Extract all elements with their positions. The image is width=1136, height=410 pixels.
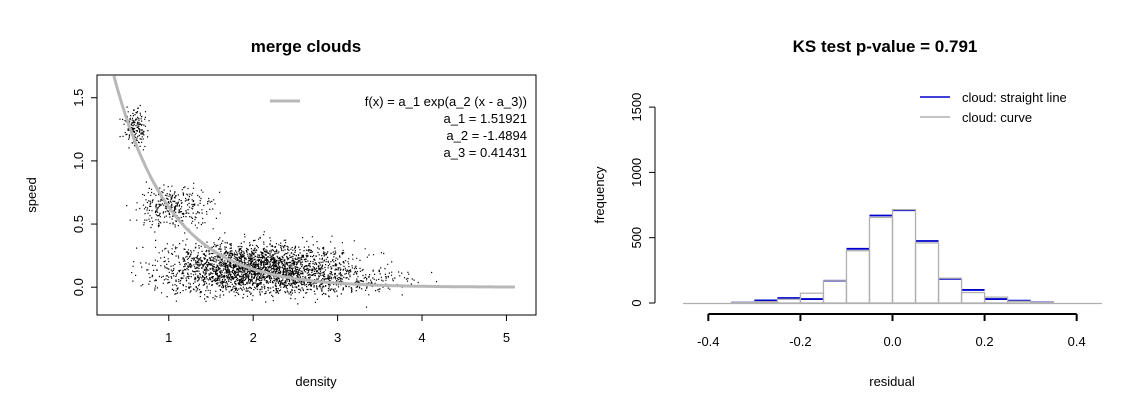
scatter-y-tick-label: 0.0	[71, 278, 86, 296]
bar-curve	[753, 301, 779, 304]
histogram-y-tick-label: 0	[629, 299, 644, 306]
scatter-x-tick-label: 1	[165, 330, 172, 345]
histogram-x-tick-label: 0.0	[883, 334, 901, 349]
scatter-x-axis: 1 2 3 4 5	[165, 315, 510, 345]
scatter-y-axis: 0.0 0.5 1.0 1.5	[71, 89, 97, 296]
scatter-x-tick-label: 5	[503, 330, 510, 345]
scatter-legend: f(x) = a_1 exp(a_2 (x - a_3)) a_1 = 1.51…	[270, 94, 527, 160]
bar-curve	[914, 242, 940, 304]
histogram-x-tick-label: 0.4	[1068, 334, 1086, 349]
bars-curve	[730, 208, 1055, 304]
scatter-point-cloud	[119, 104, 438, 308]
bar-curve	[960, 291, 986, 304]
bar-curve	[1029, 301, 1055, 304]
scatter-x-label: density	[295, 374, 337, 389]
scatter-plot-box	[96, 74, 537, 316]
bar-curve	[1006, 300, 1032, 304]
scatter-points	[119, 104, 438, 308]
histogram-y-tick-label: 1500	[629, 93, 644, 122]
scatter-y-tick-label: 1.0	[71, 152, 86, 170]
scatter-x-tick-label: 4	[418, 330, 425, 345]
bar-curve	[983, 296, 1009, 304]
legend-param-a1: a_1 = 1.51921	[444, 111, 528, 126]
legend-formula: f(x) = a_1 exp(a_2 (x - a_3))	[365, 94, 527, 109]
histogram-y-label: frequency	[592, 166, 607, 224]
histogram-panel: KS test p-value = 0.791 -0.4 -0.2 0.0 0.2 0.…	[592, 37, 1102, 389]
histogram-y-tick-label: 500	[629, 227, 644, 249]
histogram-x-label: residual	[869, 374, 915, 389]
histogram-y-axis: 0 500 1000 1500	[629, 93, 656, 307]
bar-curve	[822, 280, 848, 304]
scatter-x-tick-label: 3	[334, 330, 341, 345]
scatter-x-tick-label: 2	[250, 330, 257, 345]
scatter-y-tick-label: 1.5	[71, 89, 86, 107]
histogram-x-axis: -0.4 -0.2 0.0 0.2 0.4	[697, 313, 1086, 349]
bar-curve	[868, 216, 894, 304]
bar-curve	[776, 298, 802, 304]
histogram-x-tick-label: -0.2	[789, 334, 811, 349]
fit-curve	[112, 75, 515, 289]
histogram-legend: cloud: straight line cloud: curve	[920, 90, 1067, 125]
bar-curve	[937, 277, 963, 304]
legend-param-a3: a_3 = 0.41431	[444, 145, 528, 160]
scatter-title: merge clouds	[251, 37, 362, 56]
scatter-y-tick-label: 0.5	[71, 215, 86, 233]
histogram-x-tick-label: -0.4	[697, 334, 719, 349]
legend-param-a2: a_2 = -1.4894	[446, 128, 527, 143]
histogram-title: KS test p-value = 0.791	[793, 37, 978, 56]
histogram-y-tick-label: 1000	[629, 158, 644, 187]
scatter-y-label: speed	[24, 177, 39, 212]
legend-label-straight-line: cloud: straight line	[962, 90, 1067, 105]
bar-curve	[799, 292, 825, 304]
legend-label-curve: cloud: curve	[962, 110, 1032, 125]
bar-curve	[891, 208, 917, 304]
histogram-x-tick-label: 0.2	[976, 334, 994, 349]
bar-curve	[845, 250, 871, 304]
